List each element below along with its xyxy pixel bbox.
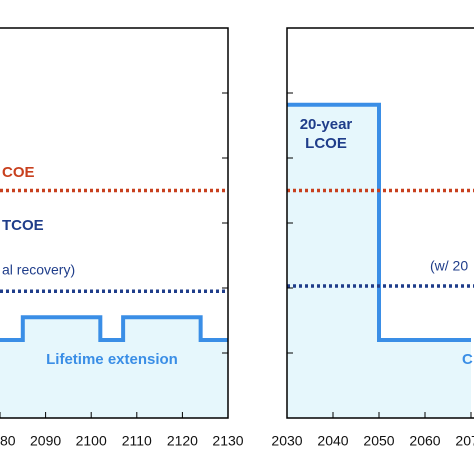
x-tick-label: 2110 — [122, 433, 152, 449]
panel-right: 2030 2040 2050 2060 2070 — [271, 27, 474, 449]
line — [287, 102, 471, 342]
line — [0, 315, 228, 342]
annotation: (w/ 20 — [430, 258, 468, 274]
x-tick-label: 2130 — [212, 433, 243, 449]
annotation: Lifetime extension — [46, 351, 178, 368]
x-tick-label: 2120 — [167, 433, 198, 449]
annotation: TCOE — [2, 217, 44, 234]
area — [0, 317, 228, 418]
annotation: COE — [2, 164, 35, 181]
x-tick-label: 2070 — [455, 433, 474, 449]
x-tick-label: 2060 — [409, 433, 440, 449]
x-tick-label: 2050 — [363, 433, 394, 449]
x-tick-label: 2090 — [30, 433, 61, 449]
annotation: al recovery) — [2, 262, 75, 278]
x-tick-label: 2100 — [76, 433, 107, 449]
annotation: 20-year — [300, 116, 353, 133]
panel-left: 2080 2090 2100 2110 2120 2130 — [0, 27, 244, 449]
annotation: LCOE — [305, 135, 347, 152]
x-tick-label: 2080 — [0, 433, 16, 449]
x-tick-label: 2040 — [317, 433, 348, 449]
x-tick-label: 2030 — [271, 433, 302, 449]
annotation: C — [462, 351, 473, 368]
